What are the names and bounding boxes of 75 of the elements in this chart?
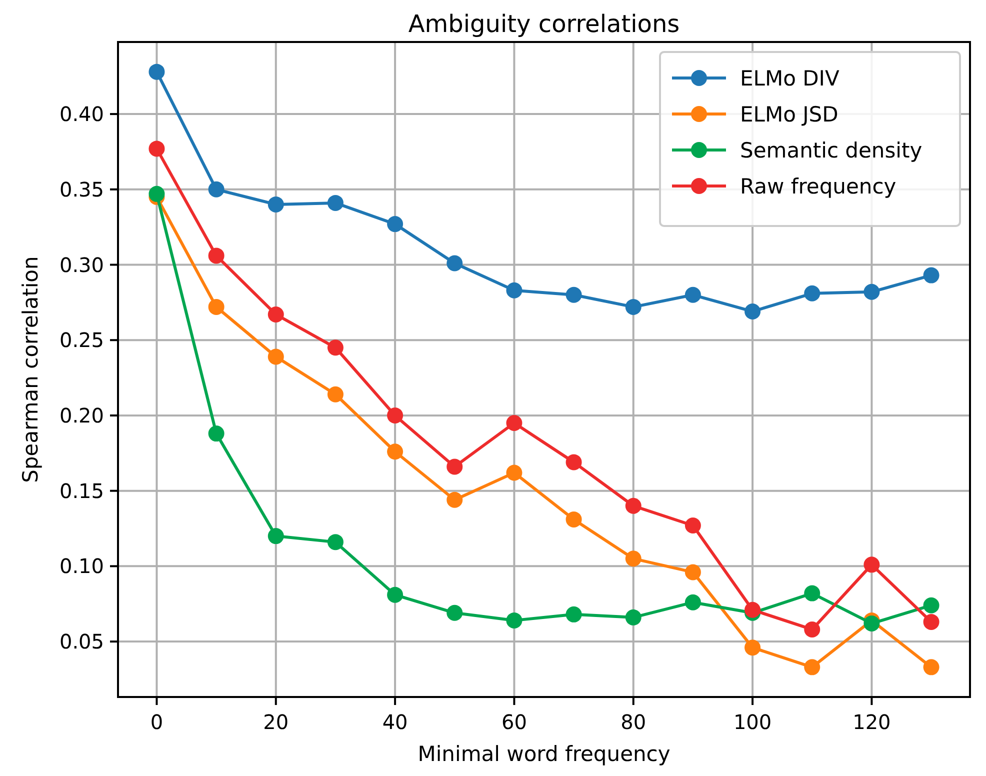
point (506, 282, 522, 298)
point (923, 614, 940, 630)
point (387, 216, 404, 232)
point (268, 196, 284, 212)
point (387, 444, 404, 460)
point (684, 594, 701, 610)
point (566, 286, 582, 303)
point (387, 586, 404, 603)
point (208, 298, 224, 315)
point (327, 534, 344, 550)
point (506, 415, 522, 432)
y-tick-label: 0.20 (59, 403, 104, 428)
point (268, 348, 284, 365)
x-tick-label: 80 (620, 710, 646, 734)
point (387, 407, 404, 424)
legend-label: Raw frequency (740, 174, 896, 198)
point (446, 492, 463, 508)
y-tick-label: 0.25 (59, 328, 104, 352)
point (744, 303, 761, 320)
point (268, 306, 284, 322)
point (923, 659, 940, 676)
point (566, 511, 582, 528)
point (744, 602, 761, 618)
y-tick-label: 0.05 (59, 630, 104, 654)
point (684, 517, 701, 534)
point (625, 498, 642, 514)
legend-label: ELMo JSD (740, 102, 838, 126)
point (148, 186, 165, 202)
point (208, 426, 224, 442)
point (148, 140, 165, 157)
point (804, 585, 820, 602)
point (625, 550, 642, 567)
x-axis-title: Minimal word frequency (418, 742, 670, 766)
y-tick-label: 0.10 (59, 554, 104, 578)
point (327, 194, 344, 211)
point (804, 659, 820, 676)
point (446, 255, 463, 272)
x-tick-label: 100 (733, 710, 772, 734)
point (327, 386, 344, 402)
point (923, 597, 940, 614)
point (864, 615, 880, 632)
point (446, 604, 463, 621)
point (506, 612, 522, 628)
x-tick-label: 20 (263, 710, 289, 734)
x-tick-label: 60 (501, 710, 527, 734)
point (864, 284, 880, 300)
x-tick-label: 120 (852, 710, 891, 734)
y-tick-label: 0.15 (59, 478, 104, 503)
y-tick-label: 0.40 (59, 102, 104, 126)
x-tick-label: 40 (382, 710, 408, 734)
point (684, 286, 701, 303)
point (268, 528, 284, 544)
point (923, 267, 940, 284)
y-tick-label: 0.30 (59, 252, 104, 277)
point (864, 556, 880, 573)
point (804, 285, 820, 302)
point (208, 181, 224, 198)
point (625, 609, 642, 626)
y-axis-title: Spearman correlation (18, 256, 42, 483)
point (566, 606, 582, 622)
point (506, 464, 522, 481)
point (804, 621, 820, 638)
point (148, 64, 165, 80)
point (327, 340, 344, 356)
point (625, 298, 642, 315)
legend-label: ELMo DIV (740, 66, 840, 90)
point (566, 454, 582, 470)
point (446, 458, 463, 475)
x-tick-label: 0 (150, 710, 164, 734)
point (684, 564, 701, 580)
legend-label: Semantic density (740, 138, 922, 162)
point (744, 640, 761, 656)
point (208, 248, 224, 264)
chart-title: Ambiguity correlations (408, 10, 680, 38)
y-tick-label: 0.35 (59, 177, 104, 202)
